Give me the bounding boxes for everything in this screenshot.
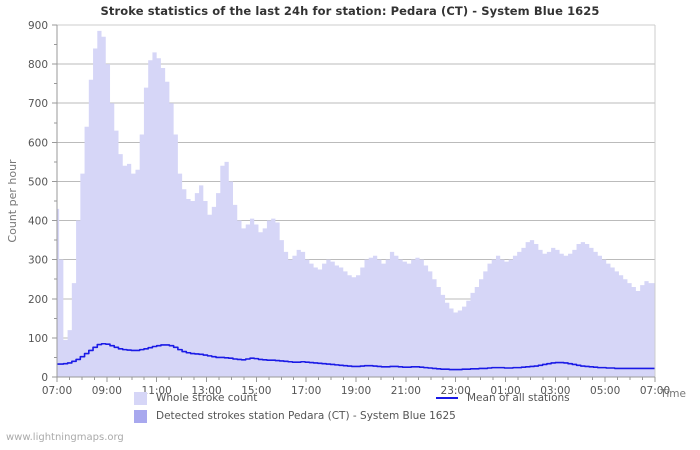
legend-swatch-whole-icon [134, 391, 147, 405]
svg-text:300: 300 [28, 255, 48, 267]
chart-title: Stroke statistics of the last 24h for st… [100, 4, 600, 18]
svg-text:07:00: 07:00 [640, 385, 670, 397]
svg-text:400: 400 [28, 216, 48, 228]
footer-site-url: www.lightningmaps.org [6, 432, 124, 443]
svg-text:09:00: 09:00 [92, 385, 122, 397]
svg-text:11:00: 11:00 [142, 385, 172, 397]
legend-item-detected-strokes: Detected strokes station Pedara (CT) - S… [134, 408, 456, 424]
svg-text:23:00: 23:00 [441, 385, 471, 397]
legend-label-detected: Detected strokes station Pedara (CT) - S… [156, 410, 456, 422]
legend-label-whole: Whole stroke count [156, 392, 258, 404]
svg-text:900: 900 [28, 20, 48, 32]
svg-text:13:00: 13:00 [191, 385, 221, 397]
svg-text:19:00: 19:00 [341, 385, 371, 397]
svg-text:07:00: 07:00 [42, 385, 72, 397]
legend-swatch-detected-icon [134, 409, 147, 423]
svg-text:700: 700 [28, 98, 48, 110]
svg-text:21:00: 21:00 [391, 385, 421, 397]
x-axis-title: Time [660, 388, 686, 400]
svg-text:600: 600 [28, 137, 48, 149]
svg-text:01:00: 01:00 [490, 385, 520, 397]
svg-text:200: 200 [28, 294, 48, 306]
svg-text:03:00: 03:00 [540, 385, 570, 397]
svg-text:Count per hour: Count per hour [6, 159, 19, 243]
svg-text:0: 0 [41, 372, 48, 384]
chart-plot-area: 0 100 200 300 400 500 600 700 800 900 Count per ho… [6, 20, 670, 397]
svg-text:100: 100 [28, 333, 48, 345]
legend-item-mean-of-all-stations: Mean of all stations [436, 390, 570, 406]
svg-text:800: 800 [28, 59, 48, 71]
legend-label-mean: Mean of all stations [467, 392, 570, 404]
svg-text:15:00: 15:00 [241, 385, 271, 397]
chart-legend: Whole stroke count Detected strokes stat… [0, 390, 700, 430]
svg-text:17:00: 17:00 [291, 385, 321, 397]
legend-item-whole-stroke-count: Whole stroke count [134, 390, 257, 406]
svg-text:500: 500 [28, 176, 48, 188]
svg-text:05:00: 05:00 [590, 385, 620, 397]
legend-line-mean-icon [436, 397, 458, 399]
